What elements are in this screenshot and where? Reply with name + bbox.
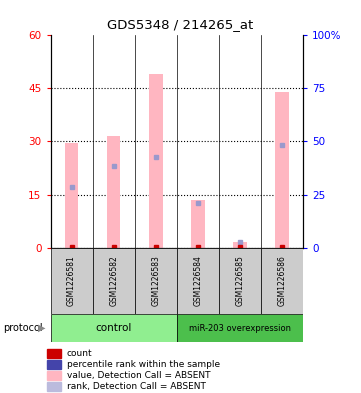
Text: percentile rank within the sample: percentile rank within the sample bbox=[67, 360, 220, 369]
Text: GDS5348 / 214265_at: GDS5348 / 214265_at bbox=[107, 18, 254, 31]
Bar bbox=[65, 143, 78, 248]
Bar bbox=[135, 248, 177, 314]
Text: GSM1226583: GSM1226583 bbox=[151, 255, 160, 307]
Bar bbox=[51, 248, 93, 314]
Text: ▶: ▶ bbox=[38, 323, 45, 333]
Bar bbox=[177, 314, 303, 342]
Bar bbox=[219, 248, 261, 314]
Text: rank, Detection Call = ABSENT: rank, Detection Call = ABSENT bbox=[67, 382, 206, 391]
Bar bbox=[191, 200, 205, 248]
Bar bbox=[261, 248, 303, 314]
Text: GSM1226584: GSM1226584 bbox=[193, 255, 203, 307]
Text: GSM1226581: GSM1226581 bbox=[67, 255, 76, 307]
Text: GSM1226585: GSM1226585 bbox=[236, 255, 244, 307]
Text: value, Detection Call = ABSENT: value, Detection Call = ABSENT bbox=[67, 371, 210, 380]
Bar bbox=[233, 242, 247, 248]
Bar bbox=[177, 248, 219, 314]
Text: GSM1226582: GSM1226582 bbox=[109, 255, 118, 307]
Text: count: count bbox=[67, 349, 92, 358]
Text: control: control bbox=[96, 323, 132, 333]
Text: protocol: protocol bbox=[4, 323, 43, 333]
Bar bbox=[107, 136, 121, 248]
Text: miR-203 overexpression: miR-203 overexpression bbox=[189, 324, 291, 332]
Text: GSM1226586: GSM1226586 bbox=[278, 255, 287, 307]
Bar bbox=[93, 248, 135, 314]
Bar bbox=[51, 314, 177, 342]
Bar bbox=[149, 74, 162, 248]
Bar bbox=[275, 92, 289, 248]
